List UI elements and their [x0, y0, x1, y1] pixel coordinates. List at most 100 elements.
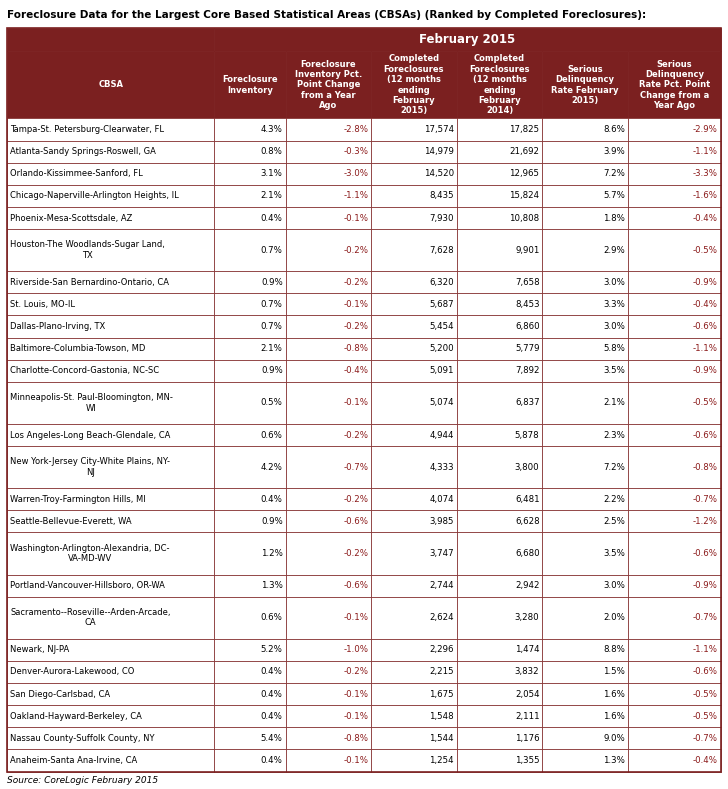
Text: 1.6%: 1.6%	[604, 690, 625, 698]
Text: 3.0%: 3.0%	[604, 581, 625, 590]
Text: -0.4%: -0.4%	[693, 300, 718, 309]
Bar	[285, 727, 371, 750]
Bar	[285, 750, 371, 772]
Text: -1.1%: -1.1%	[693, 147, 718, 156]
Text: -0.1%: -0.1%	[344, 214, 368, 222]
Text: 2.1%: 2.1%	[261, 192, 282, 200]
Text: St. Louis, MO-IL: St. Louis, MO-IL	[10, 300, 75, 309]
Text: 7,930: 7,930	[430, 214, 454, 222]
Bar	[628, 140, 721, 163]
Text: 5,454: 5,454	[430, 322, 454, 331]
Bar	[7, 596, 214, 639]
Text: -0.2%: -0.2%	[344, 278, 368, 286]
Bar	[371, 207, 456, 229]
Bar	[7, 661, 214, 683]
Text: 17,574: 17,574	[424, 125, 454, 134]
Text: -1.1%: -1.1%	[344, 192, 368, 200]
Bar	[628, 207, 721, 229]
Text: 6,680: 6,680	[515, 549, 539, 558]
Text: -0.1%: -0.1%	[344, 300, 368, 309]
Text: 3.0%: 3.0%	[604, 278, 625, 286]
Bar	[7, 207, 214, 229]
Text: Denver-Aurora-Lakewood, CO: Denver-Aurora-Lakewood, CO	[10, 667, 135, 676]
Text: 7,658: 7,658	[515, 278, 539, 286]
Text: -0.2%: -0.2%	[344, 667, 368, 676]
Text: CBSA: CBSA	[98, 80, 123, 89]
Bar	[214, 705, 285, 727]
Bar	[214, 229, 285, 271]
Text: Sacramento--Roseville--Arden-Arcade,
CA: Sacramento--Roseville--Arden-Arcade, CA	[10, 608, 170, 627]
Text: 2.5%: 2.5%	[604, 517, 625, 526]
Text: 7.2%: 7.2%	[604, 462, 625, 472]
Bar	[285, 510, 371, 533]
Bar	[285, 294, 371, 316]
Text: Orlando-Kissimmee-Sanford, FL: Orlando-Kissimmee-Sanford, FL	[10, 170, 143, 178]
Bar	[456, 705, 542, 727]
Text: Foreclosure
Inventory Pct.
Point Change
from a Year
Ago: Foreclosure Inventory Pct. Point Change …	[295, 60, 362, 110]
Bar	[371, 360, 456, 382]
Text: -0.7%: -0.7%	[344, 462, 368, 472]
Bar	[285, 360, 371, 382]
Bar	[7, 271, 214, 294]
Text: -0.1%: -0.1%	[344, 398, 368, 407]
Bar	[371, 661, 456, 683]
Bar	[456, 750, 542, 772]
Bar	[7, 750, 214, 772]
Bar	[285, 118, 371, 140]
Bar	[456, 316, 542, 338]
Bar	[214, 51, 285, 118]
Text: 0.7%: 0.7%	[261, 322, 282, 331]
Bar	[7, 727, 214, 750]
Text: -1.0%: -1.0%	[344, 645, 368, 654]
Text: 7,628: 7,628	[430, 245, 454, 255]
Bar	[628, 510, 721, 533]
Text: 8,435: 8,435	[430, 192, 454, 200]
Bar	[456, 338, 542, 360]
Text: -0.4%: -0.4%	[693, 214, 718, 222]
Text: -1.6%: -1.6%	[693, 192, 718, 200]
Bar	[371, 51, 456, 118]
Bar	[542, 727, 628, 750]
Text: 1,355: 1,355	[515, 756, 539, 765]
Text: 6,481: 6,481	[515, 495, 539, 503]
Text: -0.6%: -0.6%	[693, 667, 718, 676]
Bar	[285, 140, 371, 163]
Text: 1.6%: 1.6%	[604, 712, 625, 721]
Text: 1.2%: 1.2%	[261, 549, 282, 558]
Text: -1.1%: -1.1%	[693, 645, 718, 654]
Bar	[214, 207, 285, 229]
Bar	[214, 750, 285, 772]
Bar	[628, 118, 721, 140]
Bar	[214, 271, 285, 294]
Text: Warren-Troy-Farmington Hills, MI: Warren-Troy-Farmington Hills, MI	[10, 495, 146, 503]
Text: Completed
Foreclosures
(12 months
ending
February
2015): Completed Foreclosures (12 months ending…	[384, 54, 444, 115]
Text: 17,825: 17,825	[510, 125, 539, 134]
Bar	[628, 596, 721, 639]
Text: Charlotte-Concord-Gastonia, NC-SC: Charlotte-Concord-Gastonia, NC-SC	[10, 366, 159, 376]
Bar	[285, 574, 371, 596]
Bar	[628, 574, 721, 596]
Bar	[285, 705, 371, 727]
Text: -0.9%: -0.9%	[693, 278, 718, 286]
Text: Newark, NJ-PA: Newark, NJ-PA	[10, 645, 69, 654]
Text: 8.6%: 8.6%	[604, 125, 625, 134]
Bar	[214, 163, 285, 185]
Text: Nassau County-Suffolk County, NY: Nassau County-Suffolk County, NY	[10, 734, 154, 743]
Text: 7.2%: 7.2%	[604, 170, 625, 178]
Bar	[214, 661, 285, 683]
Bar	[7, 185, 214, 207]
Bar	[371, 271, 456, 294]
Text: 21,692: 21,692	[510, 147, 539, 156]
Bar	[628, 271, 721, 294]
Bar	[628, 683, 721, 705]
Text: 2,054: 2,054	[515, 690, 539, 698]
Text: 5.4%: 5.4%	[261, 734, 282, 743]
Bar	[456, 229, 542, 271]
Text: 2,744: 2,744	[430, 581, 454, 590]
Text: 4,333: 4,333	[430, 462, 454, 472]
Bar	[542, 360, 628, 382]
Text: -0.2%: -0.2%	[344, 245, 368, 255]
Bar	[214, 316, 285, 338]
Bar	[7, 51, 214, 118]
Bar	[542, 163, 628, 185]
